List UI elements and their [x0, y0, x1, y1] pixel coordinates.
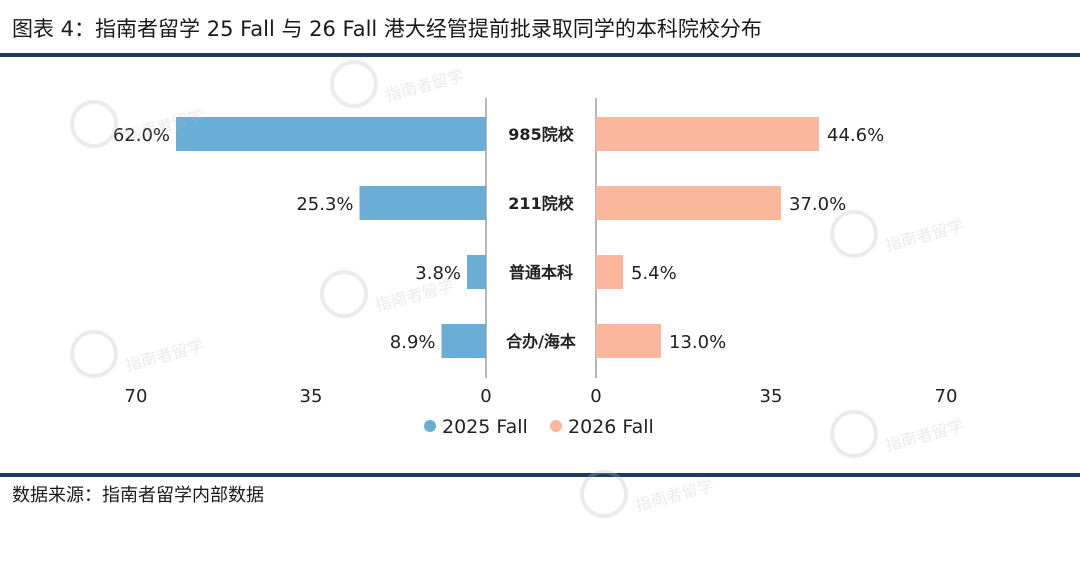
- bar-2025-fall: [359, 186, 486, 220]
- bar-2026-fall: [596, 324, 661, 358]
- x-tick-label-left: 0: [480, 386, 491, 407]
- legend-label-2026-fall: 2026 Fall: [568, 416, 654, 438]
- category-label: 211院校: [508, 194, 574, 213]
- data-label-2026-fall: 44.6%: [827, 125, 884, 146]
- watermark-logo: 指南者留学: [580, 470, 715, 518]
- top-divider: [0, 53, 1080, 57]
- x-tick-label-right: 35: [760, 386, 783, 407]
- legend-label-2025-fall: 2025 Fall: [442, 416, 528, 438]
- data-label-2026-fall: 13.0%: [669, 332, 726, 353]
- x-tick-label-left: 35: [300, 386, 323, 407]
- bar-2026-fall: [596, 255, 623, 289]
- legend-marker-2025-fall: [424, 420, 436, 432]
- data-label-2025-fall: 62.0%: [113, 125, 170, 146]
- bar-2025-fall: [467, 255, 486, 289]
- bar-2025-fall: [176, 117, 486, 151]
- data-label-2025-fall: 25.3%: [296, 194, 353, 215]
- bar-2026-fall: [596, 117, 819, 151]
- bar-2026-fall: [596, 186, 781, 220]
- data-label-2025-fall: 3.8%: [415, 263, 461, 284]
- chart-title: 图表 4：指南者留学 25 Fall 与 26 Fall 港大经管提前批录取同学…: [12, 17, 762, 41]
- x-tick-label-left: 70: [125, 386, 148, 407]
- bottom-divider: [0, 473, 1080, 477]
- bar-2025-fall: [441, 324, 486, 358]
- data-source: 数据来源：指南者留学内部数据: [12, 485, 264, 506]
- diverging-bar-chart: 62.0% 44.6% 985院校 25.3% 37.0% 211院校 3.8% 5.4% 普通…: [113, 98, 958, 438]
- legend-marker-2026-fall: [550, 420, 562, 432]
- x-tick-label-right: 70: [935, 386, 958, 407]
- category-label: 985院校: [508, 125, 574, 144]
- category-label: 合办/海本: [506, 332, 576, 351]
- data-label-2026-fall: 37.0%: [789, 194, 846, 215]
- data-label-2025-fall: 8.9%: [390, 332, 436, 353]
- category-label: 普通本科: [509, 263, 573, 282]
- x-tick-label-right: 0: [590, 386, 601, 407]
- data-label-2026-fall: 5.4%: [631, 263, 677, 284]
